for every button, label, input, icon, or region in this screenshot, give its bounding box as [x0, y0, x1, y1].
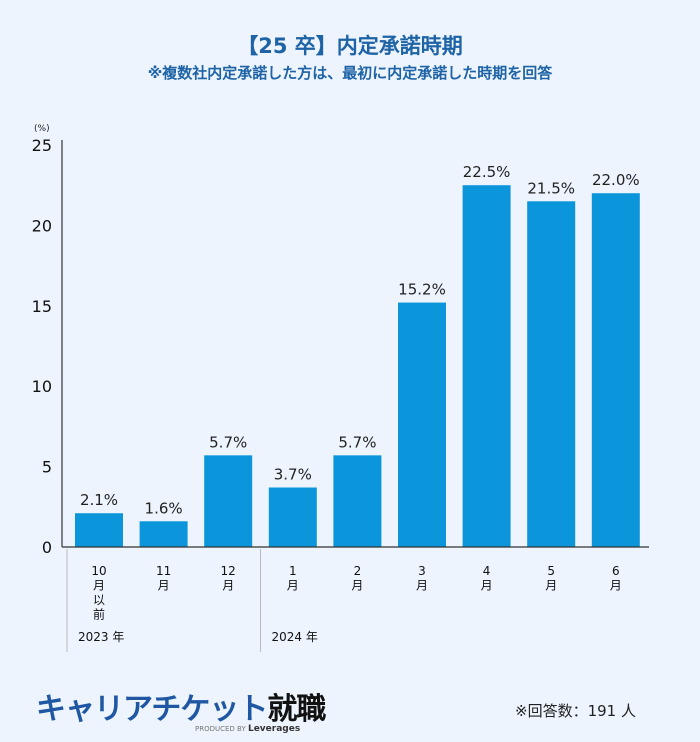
x-tick-label: 2	[354, 564, 362, 578]
bar	[398, 302, 446, 547]
x-tick-label: 月	[545, 579, 557, 593]
x-tick-label: 6	[612, 564, 620, 578]
x-tick-label: 月	[287, 579, 299, 593]
x-tick-label: 以	[93, 593, 105, 607]
logo-produced-by: PRODUCED BY Leverages	[195, 724, 301, 734]
y-tick-label: 0	[42, 538, 52, 557]
logo: キャリアチケット就職	[36, 692, 326, 727]
data-label: 5.7%	[209, 433, 247, 451]
x-tick-label: 10	[91, 564, 106, 578]
x-tick-label: 1	[289, 564, 297, 578]
data-label: 21.5%	[527, 179, 575, 197]
data-label: 22.5%	[463, 163, 511, 181]
bar	[204, 455, 253, 547]
x-tick-label: 5	[547, 564, 555, 578]
bar	[268, 487, 317, 547]
x-tick-label: 月	[481, 579, 493, 593]
bar	[333, 455, 382, 547]
bar	[462, 185, 511, 547]
x-tick-label: 前	[93, 607, 105, 622]
x-tick-label: 月	[416, 579, 428, 593]
data-label: 5.7%	[338, 433, 376, 451]
x-tick-label: 11	[156, 564, 171, 578]
bar	[75, 513, 123, 547]
x-tick-label: 12	[221, 564, 236, 578]
y-tick-label: 15	[32, 297, 52, 316]
y-unit-label: (%)	[34, 124, 50, 134]
bar	[139, 521, 188, 547]
data-label: 2.1%	[80, 491, 118, 509]
y-tick-label: 10	[32, 377, 52, 396]
x-tick-label: 月	[222, 579, 234, 593]
group-label: 2023 年	[78, 630, 124, 644]
y-tick-label: 20	[32, 216, 52, 235]
y-tick-label: 5	[42, 458, 52, 477]
data-label: 3.7%	[274, 466, 312, 484]
bar	[527, 201, 576, 547]
data-label: 15.2%	[398, 281, 446, 299]
chart-subtitle: ※複数社内定承諾した方は、最初に内定承諾した時期を回答	[147, 64, 553, 82]
x-tick-label: 4	[483, 564, 491, 578]
x-tick-label: 3	[418, 564, 426, 578]
data-label: 1.6%	[145, 499, 183, 517]
x-tick-label: 月	[93, 579, 105, 593]
group-label: 2024 年	[272, 630, 318, 644]
data-label: 22.0%	[592, 171, 640, 189]
x-tick-label: 月	[610, 579, 622, 593]
bar	[591, 193, 640, 548]
x-tick-label: 月	[351, 579, 363, 593]
chart-title: 【25 卒】内定承諾時期	[237, 34, 463, 58]
y-tick-label: 25	[32, 136, 52, 155]
x-tick-label: 月	[158, 579, 170, 593]
respondent-count-note: ※回答数：191 人	[515, 702, 636, 720]
